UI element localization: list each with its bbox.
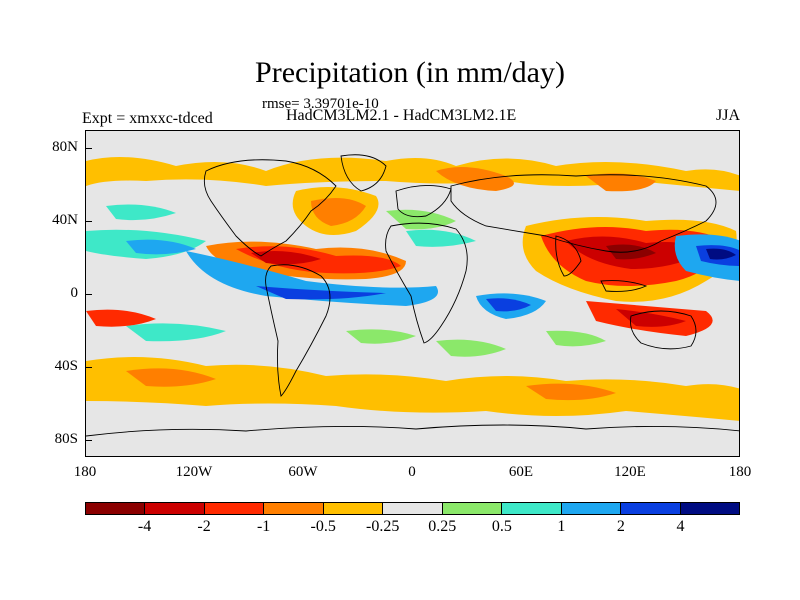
- colorbar-swatch: [442, 503, 503, 514]
- colorbar-label: -2: [197, 518, 211, 535]
- map-canvas: [86, 131, 739, 456]
- colorbar-label: -1: [256, 518, 271, 535]
- colorbar: [85, 502, 740, 515]
- lat-tick: [85, 294, 92, 295]
- model-comparison-text: HadCM3LM2.1 - HadCM3LM2.1E: [286, 107, 517, 124]
- coastline-layer: [86, 154, 739, 437]
- lat-label-eq: 0: [70, 285, 79, 301]
- colorbar-label: 4: [676, 518, 685, 535]
- colorbar-swatch: [204, 503, 265, 514]
- rmse-text: rmse= 3.39701e-10: [262, 96, 379, 112]
- colorbar-swatch: [383, 503, 443, 514]
- lon-label-120w: 120W: [175, 464, 213, 480]
- colorbar-swatch: [502, 503, 562, 514]
- colorbar-swatch: [323, 503, 384, 514]
- season-label: JJA: [715, 107, 740, 124]
- lat-tick: [85, 367, 92, 368]
- colorbar-label: 2: [616, 518, 625, 535]
- lat-tick: [85, 148, 92, 149]
- map-title: Precipitation (in mm/day): [255, 56, 565, 89]
- colorbar-label: -0.5: [310, 518, 336, 535]
- lon-label-180e: 180: [728, 464, 752, 480]
- colorbar-swatch: [264, 503, 324, 514]
- lon-label-60w: 60W: [288, 464, 318, 480]
- lat-label-40n: 40N: [52, 212, 78, 228]
- colorbar-label: -4: [137, 518, 152, 535]
- colorbar-swatch: [621, 503, 681, 514]
- lon-label-120e: 120E: [614, 464, 646, 480]
- lat-tick: [85, 440, 92, 441]
- colorbar-swatch: [561, 503, 622, 514]
- lat-label-80n: 80N: [52, 139, 78, 155]
- precipitation-map: [85, 130, 740, 457]
- colorbar-label: 1: [557, 518, 566, 535]
- lat-label-80s: 80S: [54, 431, 78, 447]
- field-layer: [86, 157, 739, 421]
- experiment-label: Expt = xmxxc-tdced: [82, 110, 213, 127]
- colorbar-label: -0.25: [366, 518, 400, 535]
- colorbar-swatch: [86, 503, 146, 514]
- lon-label-60e: 60E: [508, 464, 534, 480]
- lat-tick: [85, 221, 92, 222]
- lat-label-40s: 40S: [54, 358, 78, 374]
- colorbar-label: 0.5: [491, 518, 512, 535]
- colorbar-swatch: [145, 503, 205, 514]
- colorbar-label: 0.25: [428, 518, 457, 535]
- lon-label-0: 0: [408, 464, 416, 480]
- colorbar-swatch: [680, 503, 739, 514]
- lon-label-180w: 180: [73, 464, 97, 480]
